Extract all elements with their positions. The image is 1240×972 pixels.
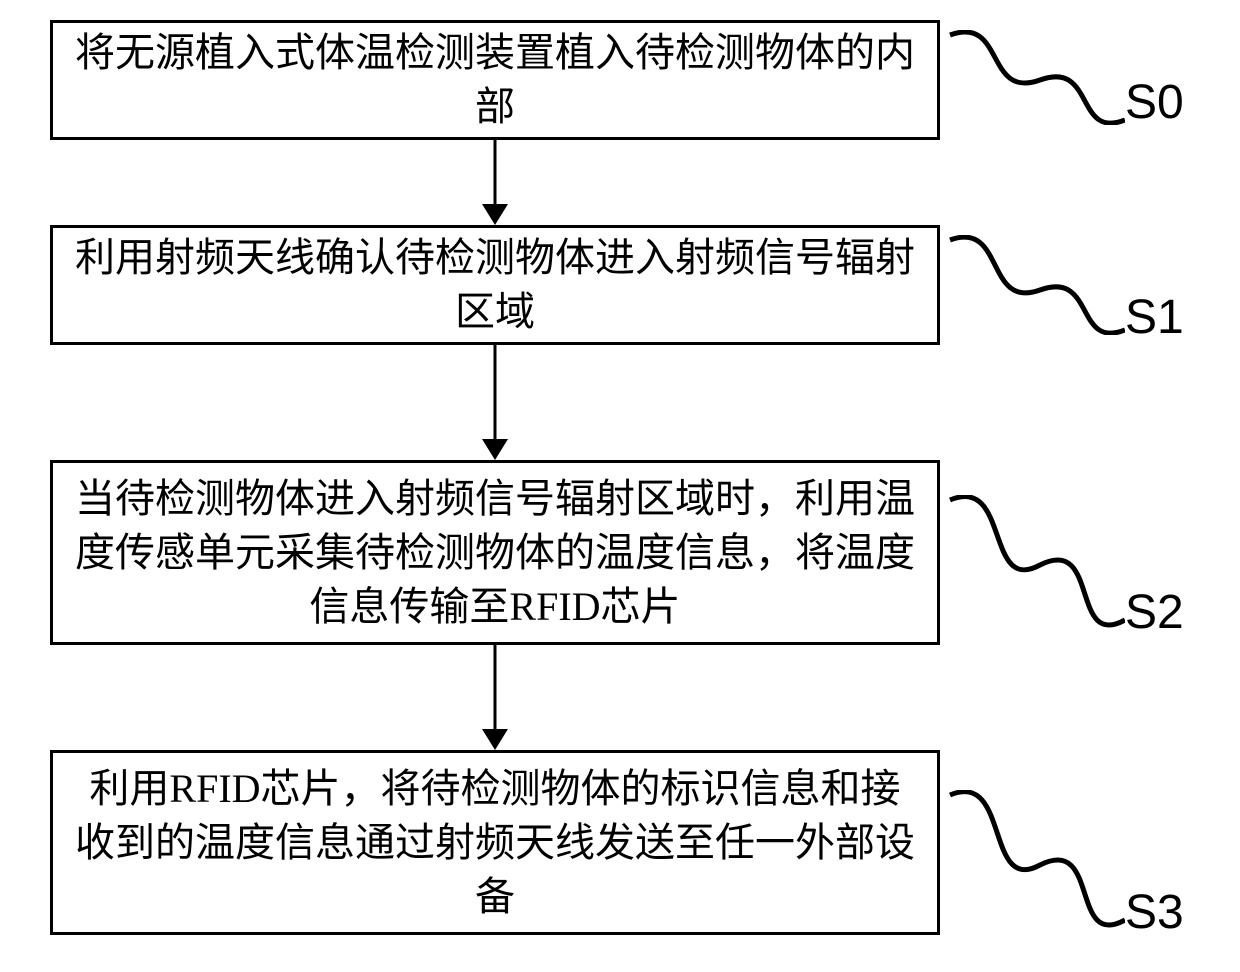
- flow-node-s3: 利用RFID芯片，将待检测物体的标识信息和接收到的温度信息通过射频天线发送至任一…: [50, 750, 940, 935]
- squiggle-s0: [945, 30, 1125, 125]
- flow-node-s0: 将无源植入式体温检测装置植入待检测物体的内部: [50, 20, 940, 140]
- squiggle-s3: [945, 790, 1125, 930]
- flow-node-s0-text: 将无源植入式体温检测装置植入待检测物体的内部: [73, 26, 917, 134]
- squiggle-s1: [945, 235, 1125, 335]
- label-s3: S3: [1125, 885, 1184, 940]
- flowchart-canvas: 将无源植入式体温检测装置植入待检测物体的内部 利用射频天线确认待检测物体进入射频…: [0, 0, 1240, 972]
- label-s0: S0: [1125, 75, 1184, 130]
- squiggle-s2: [945, 495, 1125, 630]
- arrow-s2-s3: [480, 645, 510, 750]
- arrow-s0-s1: [480, 140, 510, 225]
- flow-node-s2: 当待检测物体进入射频信号辐射区域时，利用温度传感单元采集待检测物体的温度信息，将…: [50, 460, 940, 645]
- label-s2: S2: [1125, 585, 1184, 640]
- label-s1: S1: [1125, 290, 1184, 345]
- flow-node-s2-text: 当待检测物体进入射频信号辐射区域时，利用温度传感单元采集待检测物体的温度信息，将…: [73, 472, 917, 634]
- arrow-s1-s2: [480, 345, 510, 460]
- flow-node-s1-text: 利用射频天线确认待检测物体进入射频信号辐射区域: [73, 231, 917, 339]
- flow-node-s3-text: 利用RFID芯片，将待检测物体的标识信息和接收到的温度信息通过射频天线发送至任一…: [73, 762, 917, 924]
- flow-node-s1: 利用射频天线确认待检测物体进入射频信号辐射区域: [50, 225, 940, 345]
